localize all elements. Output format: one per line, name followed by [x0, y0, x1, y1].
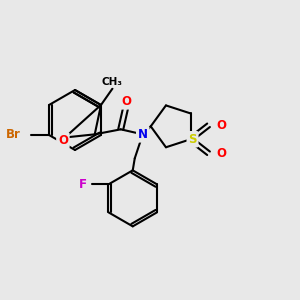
- Text: O: O: [217, 119, 226, 132]
- Text: O: O: [122, 95, 132, 108]
- Text: S: S: [188, 133, 197, 146]
- Text: CH₃: CH₃: [102, 76, 123, 87]
- Text: O: O: [58, 134, 68, 147]
- Text: Br: Br: [6, 128, 21, 142]
- Text: N: N: [138, 128, 148, 141]
- Text: F: F: [79, 178, 86, 191]
- Text: O: O: [217, 147, 226, 160]
